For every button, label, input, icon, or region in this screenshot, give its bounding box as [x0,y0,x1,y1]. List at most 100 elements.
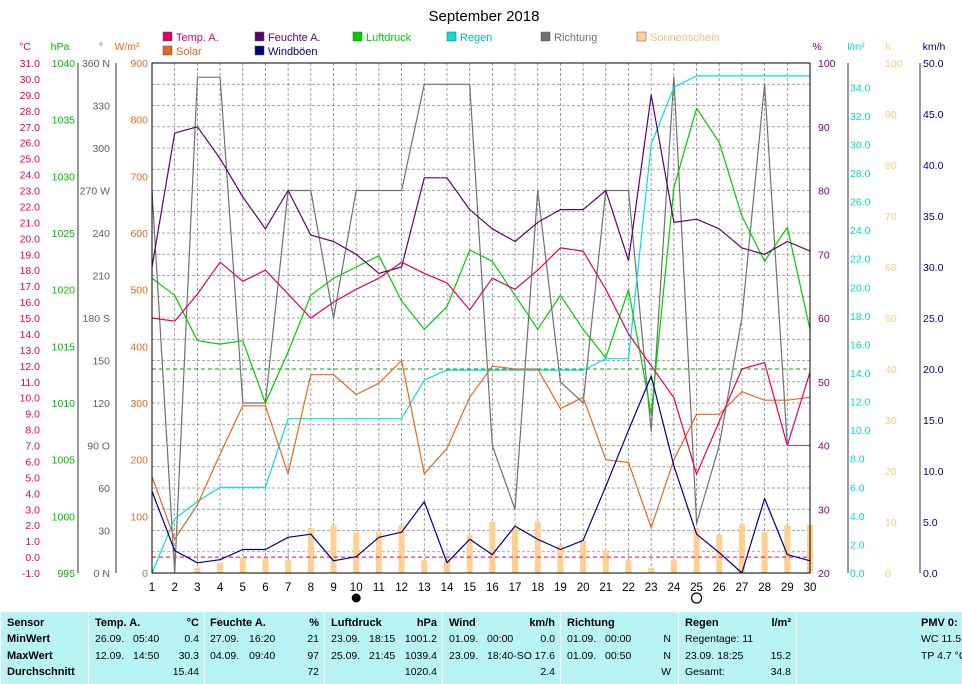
y-tick-label-temp: 1.0 [25,536,40,548]
stats-hum-min-time: 16:20 [249,633,276,645]
series-line-regen [151,75,810,574]
y-tick-label-temp: -1.0 [22,568,40,580]
y-tick-label-solar: 200 [130,455,148,467]
y-tick-label-dir: 210 [92,271,110,283]
x-tick-label: 15 [463,582,476,594]
stats-dir-max-date: 01.09. [567,650,597,662]
y-tick-label-hum: 90 [818,122,830,134]
y-tick-label-solar: 500 [130,285,148,297]
stats-label-avg: Durchschnitt [7,666,75,678]
x-tick-label: 13 [418,582,431,594]
y-tick-label-temp: 14.0 [20,329,41,341]
y-tick-label-temp: 9.0 [25,409,40,421]
stats-temp-max-date: 12.09. [95,650,125,662]
y-tick-label-hum: 30 [818,504,830,516]
stats-press-min-time: 18:15 [369,633,396,645]
y-tick-label-temp: 30.0 [20,74,41,86]
y-tick-label-hum: 80 [818,186,830,198]
full-moon-icon [690,592,703,604]
statistics-panel: Sensor MinWert MaxWert Durchschnitt Temp… [0,612,962,684]
x-tick-label: 2 [171,582,177,594]
sunshine-bar [512,528,519,573]
stats-hum-avg-value: 72 [307,666,319,678]
x-tick-label: 25 [690,582,703,594]
y-tick-label-rain: 28.0 [850,168,871,180]
stats-temp-min-date: 26.09. [95,633,125,645]
y-tick-label-temp: 24.0 [20,170,41,182]
y-tick-label-rain: 2.0 [850,539,865,551]
y-tick-label-sun: 20 [885,466,897,478]
stats-dir-min-time: 00:00 [605,633,632,645]
legend-label: Solar [176,46,202,58]
chart-legend: Temp. A. Feuchte A. Luftdruck Regen Richtung… [162,31,720,58]
sunshine-bar [557,544,564,573]
series-line-temp-a [151,247,811,475]
sunshine-bar [398,525,405,573]
x-tick-label: 14 [441,582,454,594]
y-tick-label-temp: 15.0 [20,313,41,325]
y-tick-label-solar: 100 [130,511,148,523]
y-unit-label-dir: ° [99,41,103,53]
y-tick-label-wind: 5.0 [923,517,938,529]
y-tick-label-temp: 31.0 [20,58,41,70]
stats-dir-avg-value: W [661,666,671,678]
y-unit-label-temp: °C [19,41,31,53]
y-tick-label-wind: 30.0 [923,262,944,274]
sunshine-bar [693,528,700,573]
new-moon-icon [351,593,361,603]
y-tick-label-rain: 12.0 [850,397,871,409]
stats-press-max-date: 25.09. [331,650,361,662]
series-line-feuchte-a [151,94,811,274]
y-tick-label-rain: 18.0 [850,311,871,323]
y-tick-label-rain: 8.0 [850,454,865,466]
stats-press-min-date: 23.09. [331,633,361,645]
sunshine-bar [580,540,587,573]
x-tick-label: 20 [577,582,590,594]
sunshine-bar [489,522,496,573]
stats-press: Luftdruck hPa 23.09. 18:15 1001.2 25.09.… [324,612,443,684]
y-tick-label-dir: 240 [92,228,110,240]
y-tick-label-press: 1035 [52,115,76,127]
stats-press-max-value: 1039.4 [404,650,437,662]
sunshine-bar [330,525,337,573]
series-lines [151,75,811,574]
y-tick-label-temp: 0.0 [25,552,40,564]
x-tick-label: 16 [486,582,499,594]
sunshine-bar [262,557,269,573]
sunshine-bar [239,557,246,573]
stats-rain-max-date: 23.09. 18:25 [685,650,744,662]
y-unit-label-press: hPa [51,41,70,53]
plot-frame [151,62,811,574]
stats-hum-max-date: 04.09. [210,650,240,662]
stats-wind-unit: km/h [529,617,555,629]
y-tick-label-rain: 14.0 [850,368,871,380]
y-tick-label-solar: 900 [130,58,148,70]
y-tick-label-solar: 400 [130,341,148,353]
stats-rain: Regen l/m² Regentage: 11 23.09. 18:25 15… [678,612,797,684]
legend-swatch [162,31,173,42]
y-tick-label-temp: 6.0 [25,456,40,468]
y-tick-label-sun: 100 [885,58,903,70]
legend-label: Luftdruck [366,32,412,44]
stats-temp-min-time: 05:40 [133,633,160,645]
stats-sensor-title: Sensor [7,617,45,629]
y-tick-label-hum: 40 [818,441,830,453]
y-tick-label-hum: 20 [818,568,830,580]
stats-temp: Temp. A. °C 26.09. 05:40 0.4 12.09. 14:5… [88,612,205,684]
legend-label: Sonnenschein [650,32,720,44]
stats-wind-avg-value: 2.4 [540,666,555,678]
stats-temp-unit: °C [186,617,199,629]
stats-hum-unit: % [309,617,319,629]
y-tick-label-sun: 50 [885,313,897,325]
stats-wind-title: Wind [449,617,476,629]
y-tick-label-rain: 4.0 [850,511,865,523]
stats-wind-max-date: 23.09. [449,650,479,662]
y-unit-label-rain: l/m² [847,41,865,53]
legend-swatch [540,31,551,42]
x-tick-label: 3 [194,582,200,594]
sunshine-bar [421,560,428,573]
stats-press-title: Luftdruck [331,617,382,629]
y-tick-label-rain: 0.0 [850,568,865,580]
stats-hum-min-value: 21 [307,633,319,645]
y-tick-label-temp: 16.0 [20,297,41,309]
